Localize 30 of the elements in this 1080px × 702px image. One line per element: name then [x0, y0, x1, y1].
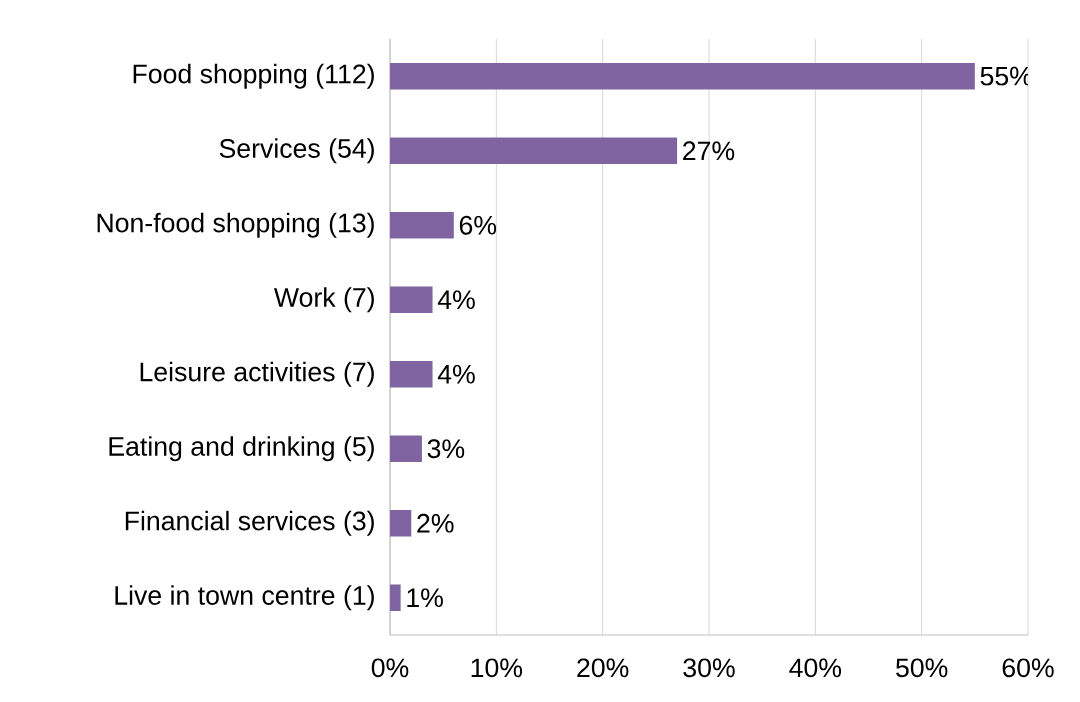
- data-label: 3%: [427, 439, 465, 459]
- x-tick-label: 20%: [577, 658, 629, 678]
- y-tick-label: Leisure activities (7): [140, 361, 374, 387]
- x-tick-label: 40%: [789, 658, 842, 678]
- bar: [390, 137, 678, 165]
- bar: [390, 62, 975, 90]
- data-label: 6%: [459, 215, 497, 235]
- x-tick-label: 50%: [896, 658, 948, 678]
- x-tick-label: 10%: [471, 658, 523, 678]
- bar: [390, 286, 433, 314]
- bar: [390, 509, 412, 537]
- x-tick-label: 30%: [683, 658, 735, 678]
- bar: [390, 584, 401, 612]
- y-tick-label: Food shopping (112): [133, 63, 374, 89]
- y-tick-label: Financial services (3): [125, 510, 374, 536]
- data-label: 4%: [437, 290, 475, 310]
- y-tick-label: Services (54): [219, 138, 374, 164]
- x-tick-label: 60%: [1002, 658, 1054, 678]
- y-tick-label: Live in town centre (1): [115, 585, 374, 611]
- bar: [390, 211, 454, 239]
- data-label: 4%: [437, 364, 475, 384]
- data-label: 27%: [683, 141, 735, 161]
- data-label: 1%: [407, 588, 443, 608]
- bar: [390, 435, 422, 463]
- y-tick-label: Work (7): [274, 287, 374, 313]
- data-label: 2%: [417, 513, 454, 533]
- bar: [390, 360, 433, 388]
- y-tick-label: Non-food shopping (13): [97, 212, 374, 238]
- x-tick-label: 0%: [371, 658, 409, 678]
- y-tick-label: Eating and drinking (5): [109, 436, 374, 462]
